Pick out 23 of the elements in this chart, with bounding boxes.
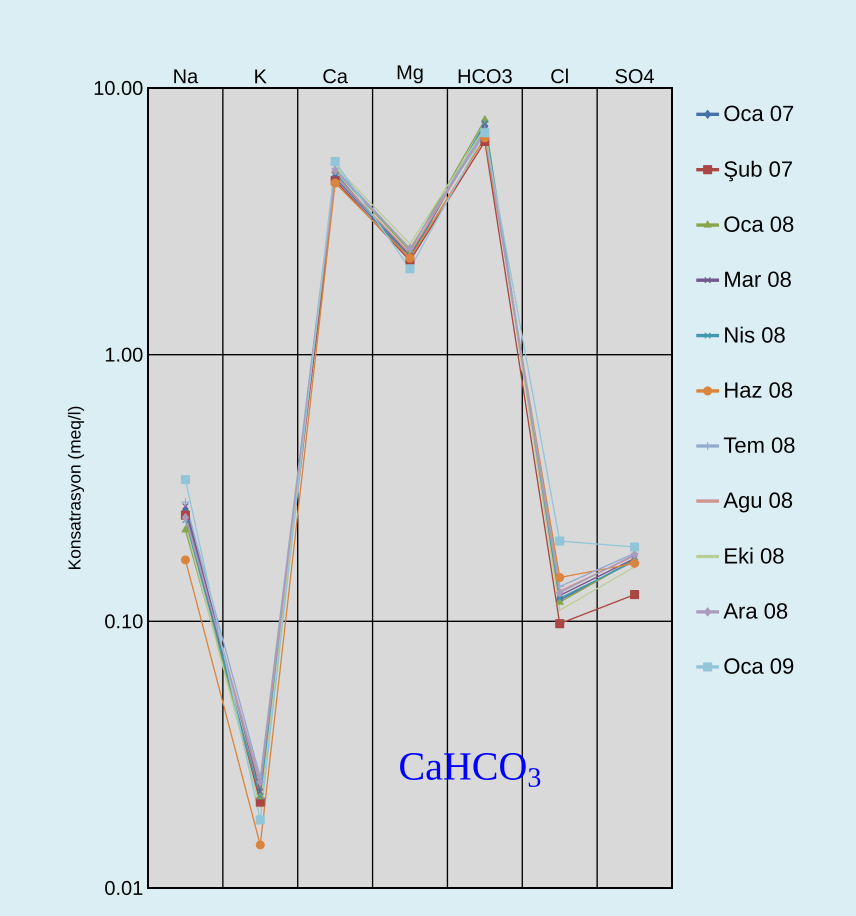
y-tick-label: 0.10: [105, 614, 142, 628]
legend-label: Şub 07: [724, 160, 792, 182]
legend-label: Oca 09: [724, 658, 794, 674]
y-tick-label: 0.01: [105, 880, 142, 896]
y-tick-label: 10.00: [94, 80, 142, 96]
x-tick-label: Na: [174, 69, 198, 84]
legend-label: Tem 08: [724, 437, 795, 453]
x-tick-label: K: [255, 70, 267, 84]
legend-label: Agu 08: [723, 492, 792, 512]
legend-label: Haz 08: [725, 382, 792, 398]
legend-label: Nis 08: [725, 326, 785, 343]
x-tick-label: SO4: [615, 69, 654, 84]
y-axis-title: Konsatrasyon (meq/l): [68, 406, 84, 569]
y-tick-label: 1.00: [106, 348, 142, 362]
legend-label: Mar 08: [725, 271, 791, 288]
x-tick-label: HCO3: [458, 69, 512, 84]
x-tick-label: Cl: [551, 68, 568, 84]
legend-label: Oca 08: [724, 216, 794, 232]
legend-label: Ara 08: [723, 603, 788, 619]
legend-label: Oca 07: [724, 106, 794, 122]
x-tick-label: Mg: [398, 65, 423, 84]
legend-label: Eki 08: [725, 548, 784, 564]
x-tick-label: Ca: [323, 69, 348, 84]
